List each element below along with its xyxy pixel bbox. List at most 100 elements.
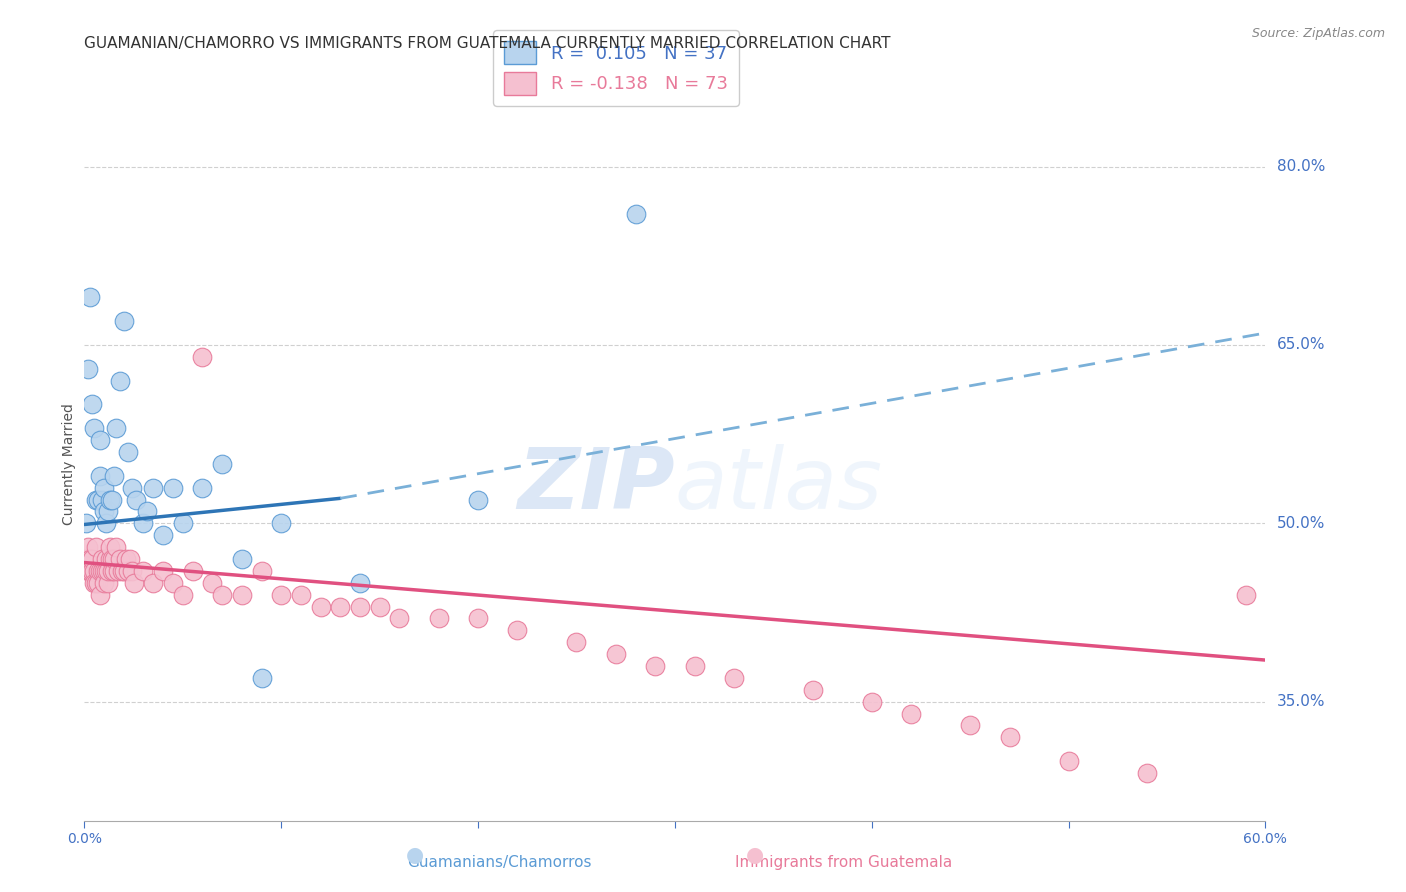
Point (93, 564, 115, 578)
Point (82, 564, 104, 578)
Point (467, 492, 489, 507)
Text: Guamanians/Chamorros: Guamanians/Chamorros (406, 855, 592, 870)
Point (75, 552, 97, 566)
Point (97, 504, 120, 518)
Point (87, 564, 110, 578)
Point (79, 290, 101, 304)
Text: atlas: atlas (675, 443, 883, 527)
Text: ●: ● (747, 846, 763, 865)
Point (104, 540, 127, 554)
Point (152, 528, 174, 542)
Point (124, 492, 146, 507)
Point (83, 575, 105, 590)
Point (98, 540, 121, 554)
Point (87, 492, 110, 507)
Point (329, 599, 352, 614)
Point (900, 706, 922, 721)
Point (77, 361, 100, 376)
Point (89, 588, 111, 602)
Text: ZIP: ZIP (517, 443, 675, 527)
Point (97, 564, 120, 578)
Point (1057, 754, 1080, 768)
Point (98, 552, 121, 566)
Point (427, 611, 450, 625)
Point (77, 564, 100, 578)
Text: Immigrants from Guatemala: Immigrants from Guatemala (735, 855, 952, 870)
Point (82, 397, 104, 411)
Text: 35.0%: 35.0% (1277, 694, 1324, 709)
Text: ●: ● (406, 846, 423, 865)
Text: 65.0%: 65.0% (1277, 337, 1324, 352)
Point (89, 433, 111, 447)
Text: 80.0%: 80.0% (1277, 159, 1324, 174)
Point (211, 588, 233, 602)
Point (309, 599, 332, 614)
Point (250, 564, 273, 578)
Point (644, 659, 666, 673)
Point (112, 564, 135, 578)
Point (959, 718, 981, 732)
Point (91, 552, 114, 566)
Point (388, 611, 411, 625)
Point (1136, 766, 1159, 780)
Point (467, 611, 489, 625)
Point (83, 564, 105, 578)
Point (112, 314, 135, 328)
Point (103, 468, 125, 483)
Point (117, 564, 139, 578)
Y-axis label: Currently Married: Currently Married (62, 403, 76, 524)
Point (114, 552, 136, 566)
Point (172, 516, 194, 531)
Point (270, 516, 292, 531)
Point (132, 516, 155, 531)
Point (94, 552, 117, 566)
Point (349, 599, 371, 614)
Point (1234, 588, 1257, 602)
Point (191, 481, 214, 495)
Point (94, 564, 117, 578)
Point (162, 481, 184, 495)
Legend: R =  0.105   N = 37, R = -0.138   N = 73: R = 0.105 N = 37, R = -0.138 N = 73 (494, 30, 738, 106)
Point (349, 575, 371, 590)
Point (101, 564, 124, 578)
Point (83, 421, 105, 435)
Point (111, 564, 134, 578)
Text: 50.0%: 50.0% (1277, 516, 1324, 531)
Point (82, 552, 104, 566)
Point (122, 575, 145, 590)
Point (91, 492, 114, 507)
Point (250, 671, 273, 685)
Point (108, 552, 131, 566)
Point (104, 421, 127, 435)
Point (152, 564, 174, 578)
Text: Source: ZipAtlas.com: Source: ZipAtlas.com (1251, 27, 1385, 40)
Point (101, 492, 124, 507)
Point (172, 588, 194, 602)
Point (368, 599, 391, 614)
Point (162, 575, 184, 590)
Point (84, 492, 107, 507)
Point (290, 588, 312, 602)
Point (89, 564, 111, 578)
Point (97, 575, 120, 590)
Point (103, 564, 125, 578)
Point (75, 516, 97, 531)
Point (211, 457, 233, 471)
Point (117, 445, 139, 459)
Point (93, 504, 115, 518)
Point (860, 695, 883, 709)
Point (84, 575, 107, 590)
Point (79, 564, 101, 578)
Point (624, 207, 647, 221)
Point (801, 682, 824, 697)
Point (998, 731, 1021, 745)
Point (98, 492, 121, 507)
Point (108, 374, 131, 388)
Point (121, 564, 143, 578)
Text: GUAMANIAN/CHAMORRO VS IMMIGRANTS FROM GUATEMALA CURRENTLY MARRIED CORRELATION CH: GUAMANIAN/CHAMORRO VS IMMIGRANTS FROM GU… (84, 36, 891, 51)
Point (270, 588, 292, 602)
Point (84, 540, 107, 554)
Point (91, 564, 114, 578)
Point (201, 575, 224, 590)
Point (89, 468, 111, 483)
